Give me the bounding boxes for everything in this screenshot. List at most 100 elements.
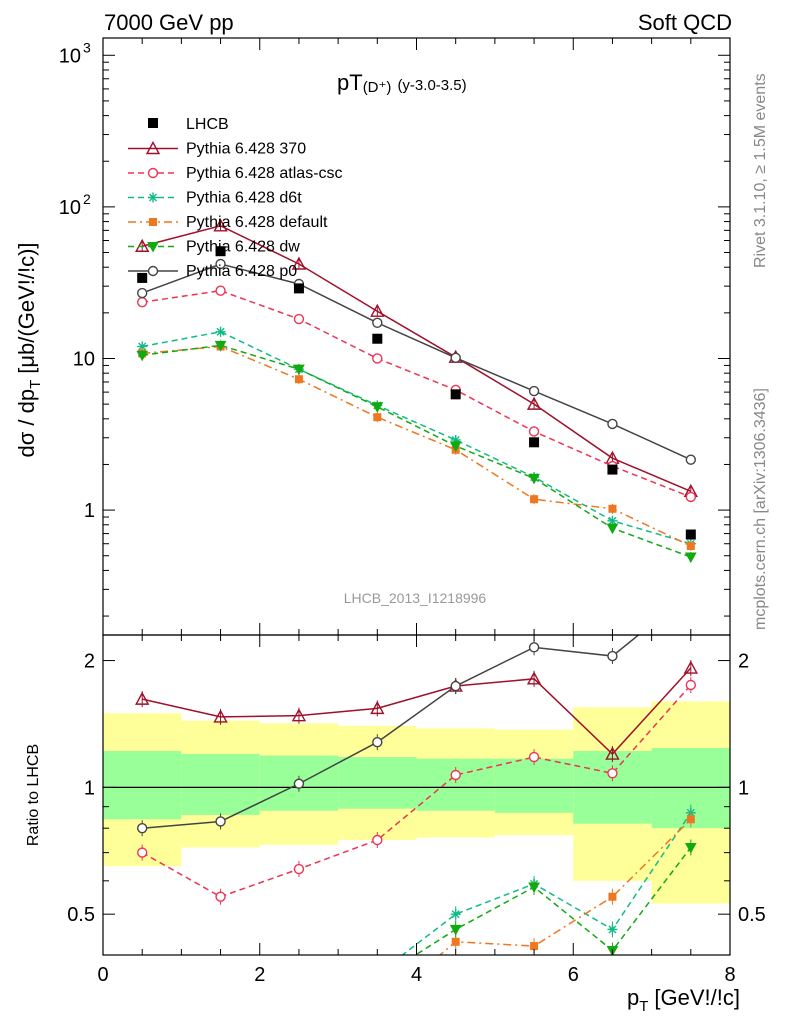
side-label-bottom: mcplots.cern.ch [arXiv:1306.3436]: [752, 388, 769, 630]
x-tick-label: 6: [568, 964, 579, 986]
ratio-point-5: [450, 680, 461, 692]
x-tick-label: 2: [254, 964, 265, 986]
y-tick-label: 1: [84, 500, 95, 522]
data-point: [529, 437, 540, 448]
ratio-y-tick-label-right: 0.5: [738, 904, 766, 926]
ratio-point-1: [528, 751, 540, 763]
ratio-line-0: [142, 667, 692, 756]
y-axis-label-unit: [μb/(GeV!/!c)]: [14, 242, 39, 373]
series-point-0: [291, 256, 307, 270]
ratio-point-2: [372, 969, 382, 979]
main-panel-marks: [135, 218, 698, 564]
series-point-4: [371, 402, 384, 413]
ratio-point-5: [607, 650, 618, 662]
ratio-point-5: [136, 822, 148, 834]
series-point-4: [606, 523, 619, 535]
ratio-point-0: [135, 691, 150, 705]
ratio-line-5: [142, 635, 640, 829]
legend-label-3: Pythia 6.428 default: [186, 214, 328, 231]
plot-title-rapidity: (y-3.0-3.5): [397, 77, 466, 94]
y-tick-label: 10: [59, 197, 81, 219]
ratio-point-0: [370, 700, 385, 715]
series-point-1: [685, 491, 697, 503]
ratio-line-3: [438, 818, 692, 955]
legend: LHCB Pythia 6.428 370 Pythia 6.428 atlas-c…: [128, 116, 343, 280]
legend-label-5: Pythia 6.428 p0: [186, 263, 297, 280]
ratio-point-0: [213, 709, 228, 723]
legend-label-2: Pythia 6.428 d6t: [186, 190, 302, 207]
ratio-point-5: [215, 816, 226, 827]
ratio-point-5: [293, 778, 305, 789]
data-point: [293, 283, 304, 294]
series-point-5: [685, 454, 697, 465]
x-tick-label: 0: [97, 964, 108, 986]
x-tick-label: 8: [724, 964, 735, 986]
legend-marker-0: [145, 141, 161, 155]
x-axis-label: pT [GeV!/!c]: [627, 985, 740, 1015]
ratio-point-5: [528, 642, 540, 653]
ratio-point-4: [449, 924, 462, 936]
ratio-point-3: [608, 892, 617, 901]
ratio-y-tick-label-left: 1: [84, 777, 95, 799]
series-point-0: [213, 218, 228, 232]
legend-marker-1: [147, 167, 159, 179]
legend-label-data: LHCB: [186, 116, 229, 133]
side-label-top: Rivet 3.1.10, ≥ 1.5M events: [752, 73, 769, 268]
ratio-band-inner: [181, 754, 260, 815]
series-point-0: [526, 396, 542, 410]
ratio-point-0: [605, 746, 620, 760]
ratio-point-5: [372, 737, 383, 748]
series-point-1: [528, 426, 540, 437]
plot-title-main: pT: [337, 70, 363, 95]
series-line-5: [141, 263, 692, 461]
series-point-5: [607, 418, 618, 430]
y-axis-label: dσ / dpT [μb/(GeV!/!c)]: [14, 242, 44, 457]
ratio-uncertainty-bands: [103, 701, 730, 904]
y-axis-label-main: dσ / dp: [14, 389, 39, 458]
legend-label-1: Pythia 6.428 atlas-csc: [186, 165, 343, 182]
series-point-4: [528, 473, 540, 485]
x-axis-label-main: p: [627, 985, 639, 1010]
ratio-band-inner: [103, 750, 182, 820]
ratio-y-tick-label-right: 2: [738, 651, 749, 673]
series-point-2: [215, 326, 226, 337]
series-point-4: [293, 364, 305, 376]
plot-title-particle: (D⁺): [363, 79, 392, 96]
series-line-0: [141, 225, 692, 493]
ratio-panel-marks: [135, 635, 698, 1019]
ratio-point-2: [607, 924, 618, 935]
ratio-point-2: [450, 909, 461, 920]
ratio-band-inner: [338, 757, 417, 809]
series-line-3: [142, 345, 692, 547]
series-point-3: [373, 413, 382, 422]
data-point: [450, 389, 461, 400]
ratio-band-inner: [494, 758, 574, 813]
series-point-3: [608, 504, 617, 513]
series-line-4: [142, 344, 692, 558]
ratio-point-0: [291, 708, 307, 722]
ratio-point-4: [528, 882, 540, 894]
ratio-point-3: [138, 992, 146, 1000]
ratio-point-3: [530, 942, 539, 951]
ratio-y-tick-label-right: 1: [738, 777, 749, 799]
ratio-point-2: [137, 974, 147, 984]
ratio-y-tick-label-left: 0.5: [67, 904, 95, 926]
data-point: [372, 333, 383, 344]
series-point-1: [293, 313, 305, 325]
data-point: [607, 464, 618, 475]
ratio-point-1: [136, 847, 148, 858]
ratio-point-4: [294, 1010, 304, 1019]
ratio-point-3: [451, 937, 460, 946]
series-point-1: [215, 285, 226, 296]
analysis-watermark: LHCB_2013_I1218996: [344, 590, 487, 606]
series-point-4: [684, 552, 697, 564]
ratio-point-1: [685, 679, 697, 691]
y-tick-label: 10: [73, 348, 95, 370]
ratio-point-2: [294, 1009, 304, 1019]
y-tick-label: 10: [59, 45, 81, 67]
ratio-band-inner: [416, 758, 495, 811]
series-line-2: [142, 331, 692, 545]
y-tick-exponent: 3: [83, 39, 91, 55]
series-point-5: [372, 317, 383, 328]
